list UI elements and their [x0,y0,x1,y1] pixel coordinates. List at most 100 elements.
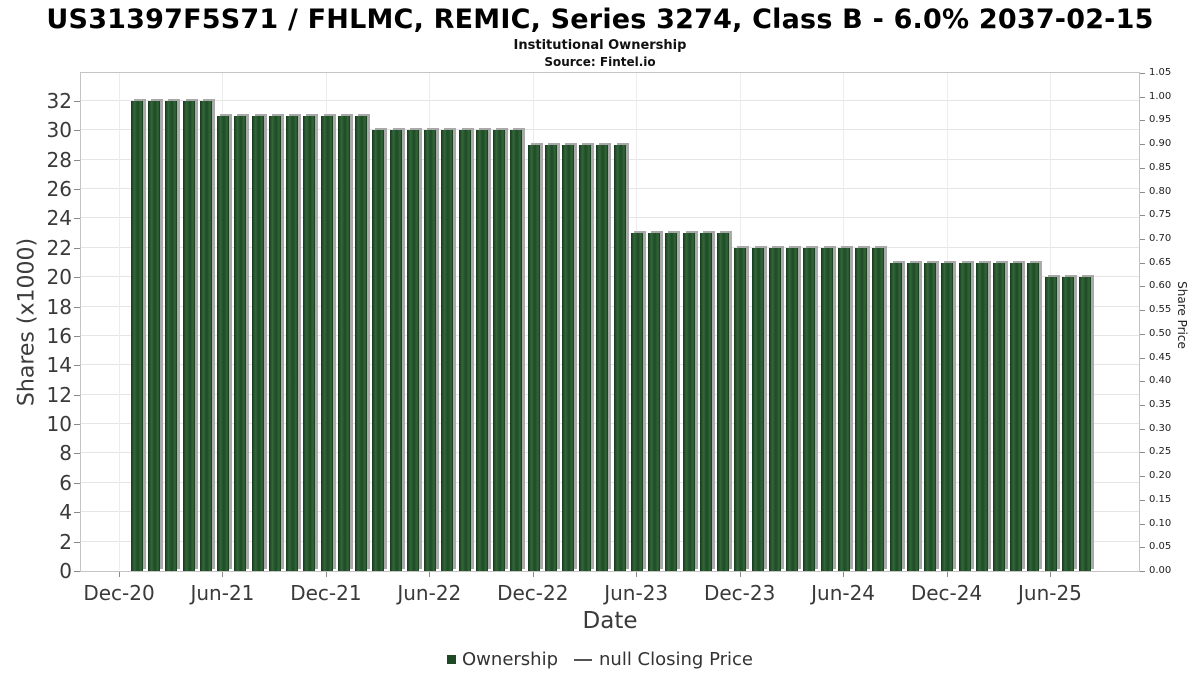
ownership-bar [510,130,523,571]
legend-ownership-label: Ownership [462,649,559,670]
date-axis-tick-label: Dec-21 [290,581,362,605]
price-axis-tick-label: 0.65 [1149,256,1172,268]
ownership-bar [1027,262,1040,571]
price-axis-tick-mark [1140,571,1145,572]
ownership-bar [596,144,609,571]
h-gridline [81,334,1139,336]
ownership-bar [527,144,540,571]
h-gridline [81,129,1139,131]
date-axis-tick-mark [843,572,845,577]
ownership-bar [803,247,816,571]
ownership-bar [975,262,988,571]
date-axis-tick-label: Jun-25 [1017,581,1082,605]
ownership-bar [906,262,919,571]
price-axis-tick-mark [1140,96,1145,98]
h-gridline [81,452,1139,454]
shares-axis-tick-mark [74,306,80,308]
price-axis-tick-label: 0.15 [1149,493,1172,505]
h-gridline [81,246,1139,248]
price-axis-tick-mark [1140,191,1145,193]
price-axis-tick-label: 0.20 [1149,470,1172,482]
price-axis-tick-label: 0.00 [1149,565,1172,576]
date-axis-tick-label: Dec-23 [703,581,776,605]
shares-axis-tick-mark [74,100,80,102]
shares-axis-tick-label: 26 [46,177,72,202]
ownership-bar [251,115,264,571]
ownership-bar [855,247,868,571]
price-axis-tick-mark [1140,239,1145,240]
shares-axis-tick-mark [74,453,80,455]
x-axis-title: Date [582,608,638,634]
ownership-bar [820,247,833,571]
ownership-bar [562,144,574,571]
ownership-bar [613,144,626,571]
shares-axis-tick-mark [74,482,80,484]
price-axis-tick-mark [1140,499,1145,501]
ownership-bar [424,130,437,571]
ownership-bar [648,233,661,571]
ownership-bar [199,100,212,571]
h-gridline [81,305,1139,307]
shares-axis-tick-label: 18 [46,294,72,319]
shares-axis-tick-mark [74,512,80,514]
price-line-legend-dash-icon [574,658,593,661]
ownership-bar [734,247,747,571]
price-axis-tick-mark [1140,523,1145,525]
shares-axis-tick-label: 30 [46,118,72,143]
ownership-bar [217,115,230,571]
ownership-bar [941,262,954,571]
ownership-bar [751,247,764,571]
ownership-bar [579,144,592,571]
chart-subtitle: Institutional Ownership [513,38,687,53]
price-axis-tick-mark [1140,310,1145,312]
shares-axis-tick-mark [74,218,80,220]
date-axis-tick-mark [739,572,741,577]
date-axis-tick-label: Jun-23 [604,581,669,605]
ownership-bar [372,130,385,571]
price-axis-tick-mark [1140,262,1145,264]
price-axis-tick-label: 0.95 [1149,114,1172,126]
ownership-bar [837,247,850,571]
page-title: US31397F5S71 / FHLMC, REMIC, Series 3274… [46,4,1154,35]
ownership-bar [268,115,281,571]
shares-axis-tick-label: 24 [46,206,72,231]
shares-axis-tick-mark [74,365,80,367]
h-gridline [81,188,1139,190]
ownership-bar [148,100,161,571]
ownership-bar [682,233,695,571]
price-axis-tick-label: 0.55 [1149,304,1172,316]
price-axis-tick-label: 0.75 [1149,209,1172,221]
h-gridline [81,393,1139,395]
y-axis-title-right: Share Price [1175,281,1189,349]
ownership-legend-swatch-icon [447,655,457,664]
price-axis-tick-mark [1140,452,1145,454]
shares-axis-tick-mark [74,335,80,337]
shares-axis-tick-label: 6 [59,470,72,495]
date-axis-tick-label: Jun-22 [397,581,462,605]
price-axis-tick-mark [1140,476,1145,478]
h-gridline [81,276,1139,278]
ownership-bar [768,247,781,571]
shares-axis-tick-label: 22 [46,235,72,260]
plot-area [80,72,1140,572]
v-gridline [119,73,120,571]
y-axis-title-left: Shares (x1000) [14,237,40,407]
shares-axis-tick-label: 12 [46,382,72,407]
ownership-bar [1044,277,1057,571]
price-axis-tick-mark [1140,167,1145,169]
shares-axis-tick-label: 32 [46,88,72,113]
h-gridline [81,511,1139,513]
ownership-bar [389,130,402,571]
price-axis-tick-mark [1140,381,1145,383]
ownership-bar [924,262,937,571]
shares-axis-tick-mark [74,277,80,279]
chart-source: Source: Fintel.io [544,55,656,69]
ownership-bar [630,233,643,571]
h-gridline [81,364,1139,366]
shares-axis-tick-mark [74,541,80,543]
price-axis-tick-mark [1140,73,1145,74]
date-axis-tick-mark [222,572,224,577]
price-axis-tick-label: 0.10 [1149,517,1172,529]
date-axis-tick-mark [636,572,638,577]
